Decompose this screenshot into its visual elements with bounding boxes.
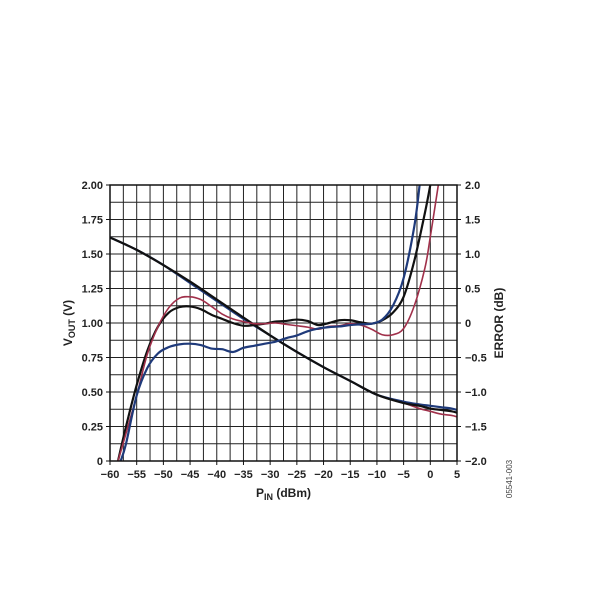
y-right-tick-label: 2.0 <box>465 180 480 192</box>
x-tick-label: −5 <box>397 469 410 481</box>
x-tick-label: 0 <box>427 469 433 481</box>
x-axis-title-main: P <box>256 486 264 500</box>
x-axis-title-sub: IN <box>264 492 273 502</box>
x-tick-label: −35 <box>234 469 253 481</box>
series-line-4-right-axis <box>117 185 440 461</box>
y-right-axis-title: ERROR (dB) <box>492 288 506 359</box>
x-tick-label: 5 <box>454 469 460 481</box>
y-left-tick-label: 0 <box>97 456 103 468</box>
y-left-axis-title-sub: OUT <box>67 319 77 339</box>
x-tick-label: −30 <box>261 469 280 481</box>
y-left-tick-label: 1.50 <box>82 249 103 261</box>
x-tick-label: −15 <box>341 469 360 481</box>
y-left-tick-label: 1.00 <box>82 318 103 330</box>
y-left-tick-label: 0.25 <box>82 422 103 434</box>
y-right-tick-label: 1.5 <box>465 215 480 227</box>
x-tick-label: −60 <box>101 469 120 481</box>
series-line-5-right-axis <box>119 185 421 461</box>
grid <box>110 185 457 461</box>
x-tick-label: −25 <box>288 469 307 481</box>
y-right-tick-label: −2.0 <box>465 456 487 468</box>
y-left-tick-label: 1.25 <box>82 284 103 296</box>
x-tick-label: −45 <box>181 469 200 481</box>
x-tick-label: −50 <box>154 469 173 481</box>
y-right-tick-label: −1.5 <box>465 422 487 434</box>
x-axis-title-rest: (dBm) <box>273 486 311 500</box>
x-axis-title: PIN (dBm) <box>256 486 311 502</box>
ticks-layer: −60 −55 −50 −45 −40 −35 −30 −25 −20 −15 −10 −5 0 500.… <box>82 180 487 481</box>
y-left-axis-title: VOUT (V) <box>61 300 77 346</box>
y-right-tick-label: −1.0 <box>465 387 487 399</box>
figure-id: 05541-003 <box>505 459 514 498</box>
x-tick-label: −20 <box>314 469 333 481</box>
y-right-tick-label: 0 <box>465 318 471 330</box>
y-right-tick-label: 1.0 <box>465 249 480 261</box>
x-tick-label: −40 <box>207 469 226 481</box>
y-left-axis-title-main: V <box>61 338 75 346</box>
y-left-tick-label: 0.50 <box>82 387 103 399</box>
series-line-2-left-axis <box>110 236 457 414</box>
y-right-tick-label: 0.5 <box>465 284 480 296</box>
y-left-axis-title-rest: (V) <box>61 300 75 319</box>
y-left-tick-label: 0.75 <box>82 353 103 365</box>
y-left-tick-label: 1.75 <box>82 215 103 227</box>
y-left-tick-label: 2.00 <box>82 180 103 192</box>
x-tick-label: −10 <box>368 469 387 481</box>
series-layer <box>110 185 457 461</box>
x-tick-label: −55 <box>127 469 146 481</box>
y-right-tick-label: −0.5 <box>465 353 487 365</box>
